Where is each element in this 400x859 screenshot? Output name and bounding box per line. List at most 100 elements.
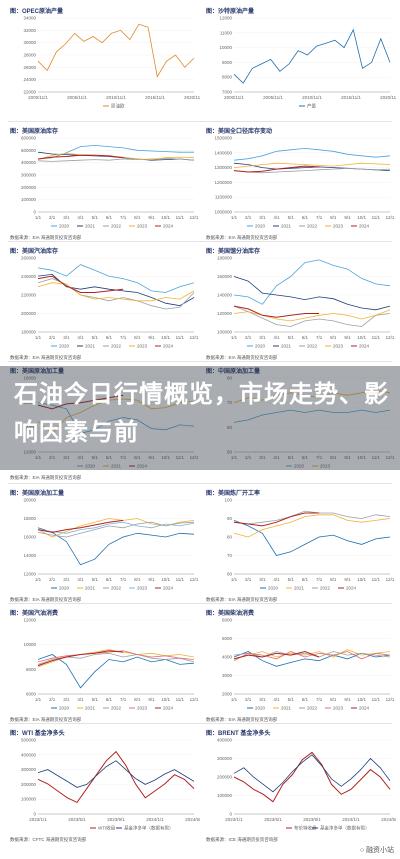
chart-panel: 图：BRENT 基金净多头 400000 300000 200000 100000 0 20… [200,724,396,844]
series-line [37,750,195,804]
x-tick-label: 5/1 [92,335,99,340]
x-tick-label: 2024/1/1 [342,817,360,822]
x-tick-label: 1/1 [231,335,238,340]
legend-label: 2024 [163,344,174,349]
x-tick-label: 7/1 [316,215,323,220]
x-tick-label: 7/1 [316,577,323,582]
chart-panel: 图：美国馏分油库存 180000 160000 140000 120000 100000 1… [200,242,396,362]
y-tick-label: 0 [33,812,36,817]
y-tick-label: 0 [229,812,232,817]
x-tick-label: 1/1 [231,697,238,702]
x-tick-label: 8/1 [330,697,337,702]
y-tick-label: 100000 [217,793,233,798]
chart-panel: 图：中国原油加工量 80 70 60 50 1/1 2/1 3/1 4/1 5/1 6/1 7/1 8/… [200,362,396,482]
chart-plot: 1500000 1400000 1300000 1200000 1100000 10000… [214,136,394,229]
x-tick-label: 9/1 [148,215,155,220]
series-line [233,754,391,793]
chart-panel: 图：美国炼厂开工率 100 90 80 70 60 1/1 2/1 3/1 4/1 5/1 6/1 7/… [200,484,396,604]
legend-label: 2021 [294,586,305,591]
legend-label: 2022 [307,224,318,229]
legend-label: 2020 [294,464,305,469]
x-tick-label: 11/1 [176,215,185,220]
x-tick-label: 10/1 [161,215,170,220]
row-divider [8,603,392,604]
legend-label: 2023 [333,344,344,349]
legend-label: 2020 [59,224,70,229]
series-line [233,389,391,404]
legend-label: 2022 [320,586,331,591]
x-tick-label: 1/1 [35,215,42,220]
legend-label: 2020 [59,344,70,349]
x-tick-label: 3/1 [63,335,70,340]
legend-label: 2023 [137,706,148,711]
row-divider [8,121,392,122]
legend-label: 2024 [359,224,370,229]
legend-label: WTI收盘 [98,825,116,832]
legend-label: 2024 [137,464,148,469]
series-line [233,309,391,322]
legend-label: 2023 [320,464,331,469]
chart-title: 图：美国汽油消费 [10,611,59,617]
legend-label: 2022 [111,224,122,229]
y-tick-label: 70 [227,553,233,558]
x-tick-label: 2023/9/1 [107,817,125,822]
x-tick-label: 4/1 [77,335,84,340]
row-divider [8,723,392,724]
y-tick-label: 200000 [21,311,37,316]
x-tick-label: 12/1 [190,697,199,702]
x-tick-label: 2/1 [245,577,252,582]
x-tick-label: 9/1 [344,455,351,460]
x-tick-label: 12/1 [190,577,199,582]
y-tick-label: 220000 [21,293,37,298]
legend-label: 2023 [333,224,344,229]
y-tick-label: 400000 [217,738,233,743]
x-tick-label: 8/1 [134,455,141,460]
x-tick-label: 9/1 [344,577,351,582]
x-tick-label: 2010/11/1 [302,95,322,100]
x-tick-label: 3/1 [259,335,266,340]
y-tick-label: 3000 [222,673,233,678]
x-tick-label: 2023/5/1 [68,817,86,822]
y-tick-label: 16000 [23,535,36,540]
series-line [37,521,195,534]
chart-title: 图：美国原油加工量 [10,369,65,375]
y-tick-label: 100 [224,498,232,503]
chart-plot: 34000 32000 30000 28000 26000 24000 220002000/… [23,16,200,110]
y-tick-label: 0 [33,210,36,215]
legend-label: 2024 [359,706,370,711]
y-tick-label: 60 [227,425,233,430]
x-tick-label: 12/1 [190,455,199,460]
x-tick-label: 11/1 [176,335,185,340]
x-tick-label: 11/1 [372,697,381,702]
legend-label: 2021 [111,464,122,469]
x-tick-label: 5/1 [288,577,295,582]
chart-panel: 图：美国汽油库存 260000 240000 220000 200000 180000 1/… [4,242,200,362]
x-tick-label: 2/1 [245,215,252,220]
x-tick-label: 2023/1/1 [225,817,243,822]
x-tick-label: 12/1 [386,697,395,702]
x-tick-label: 2/1 [49,215,56,220]
x-tick-label: 12/1 [386,335,395,340]
series-line [233,520,391,556]
x-tick-label: 6/1 [106,335,113,340]
y-tick-label: 500000 [21,738,37,743]
x-tick-label: 2015/11/1 [145,95,165,100]
x-tick-label: 2000/11/1 [28,95,48,100]
x-tick-label: 6/1 [106,697,113,702]
legend-label: 2021 [85,344,96,349]
legend-label: 2024 [163,586,174,591]
x-tick-label: 7/1 [120,335,127,340]
x-tick-label: 3/1 [63,697,70,702]
x-tick-label: 6/1 [302,335,309,340]
chart-title: 图：美国原油加工量 [10,491,65,497]
x-tick-label: 10/1 [161,335,170,340]
x-tick-label: 2015/11/1 [341,95,361,100]
x-tick-label: 6/1 [302,697,309,702]
series-line [233,305,320,318]
legend-label: 产量 [307,103,316,110]
y-tick-label: 240000 [21,274,37,279]
y-tick-label: 14000 [23,425,36,430]
